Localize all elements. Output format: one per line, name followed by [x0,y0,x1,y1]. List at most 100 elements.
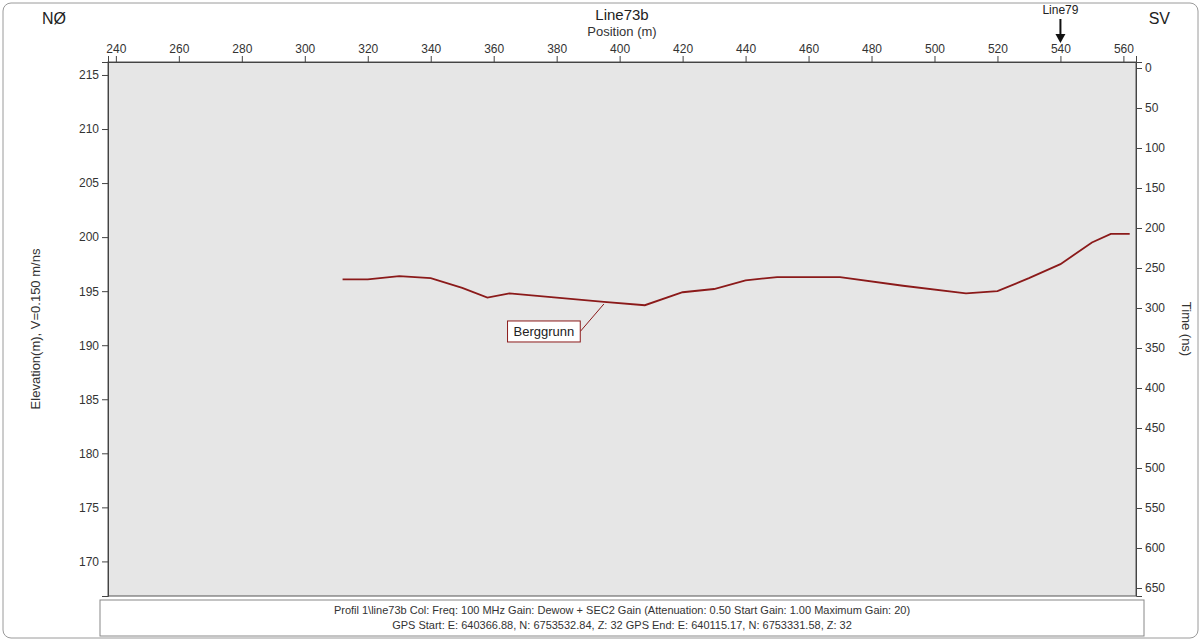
tick: 195 [79,285,108,299]
tick-mark [179,56,180,62]
tick-label: 500 [1145,461,1165,475]
tick-label: 520 [988,42,1008,56]
tick: 340 [421,42,441,62]
tick-mark [102,291,108,292]
annotation-arrowhead [1055,34,1065,43]
tick-mark [1136,468,1142,469]
tick-label: 600 [1145,541,1165,555]
tick: 540 [1051,42,1071,62]
tick: 650 [1136,581,1165,595]
y-axis: 170 175 180 185 190 195 200 205 210 215 [79,63,109,597]
tick-label: 240 [106,42,126,56]
tick: 200 [79,230,108,244]
tick-label: 0 [1145,61,1152,75]
tick-mark [1136,388,1142,389]
tick: 460 [799,42,819,62]
right-direction: SV [1149,10,1171,27]
outer-frame [3,3,1198,638]
tick-label: 215 [79,68,99,82]
tick-mark [368,56,369,62]
tick-mark [102,507,108,508]
x-axis-title: Position (m) [587,24,656,39]
tick-mark [557,56,558,62]
tick: 550 [1136,501,1165,515]
tick-mark [102,399,108,400]
tick-label: 480 [862,42,882,56]
tick: 240 [106,42,126,62]
tick-label: 200 [1145,221,1165,235]
tick: 190 [79,339,108,353]
tick-label: 205 [79,176,99,190]
tick-mark [1136,508,1142,509]
tick-label: 170 [79,555,99,569]
tick: 500 [925,42,945,62]
tick-label: 500 [925,42,945,56]
tick-label: 150 [1145,181,1165,195]
tick-mark [102,75,108,76]
tick: 500 [1136,461,1165,475]
annotation-arrow [1059,19,1061,36]
plot-frame [108,62,1136,596]
tick-mark [102,183,108,184]
tick-label: 400 [1145,381,1165,395]
tick-label: 200 [79,230,99,244]
tick-mark [494,56,495,62]
x-axis: 2402602803003203403603804004204404604805… [106,42,1136,63]
tick-label: 550 [1145,501,1165,515]
tick-mark [1136,268,1142,269]
tick-mark [1136,308,1142,309]
tick-mark [102,453,108,454]
tick-label: 320 [358,42,378,56]
tick-mark [746,56,747,62]
tick-label: 185 [79,393,99,407]
series-label-text: Berggrunn [514,324,575,339]
footer-text: GPS Start: E: 640366.88, N: 6753532.84, … [392,619,852,631]
tick-mark [1136,548,1142,549]
tick: 205 [79,176,108,190]
tick: 100 [1136,141,1165,155]
tick: 175 [79,501,108,515]
tick-mark [1060,56,1061,62]
tick: 300 [295,42,315,62]
tick-label: 360 [484,42,504,56]
y2-axis: 050100150200250300350400450500550600650 [1136,61,1165,596]
tick-mark [683,56,684,62]
tick-mark [431,56,432,62]
bedrock-line [343,234,1130,305]
y2-axis-title: Time (ns) [1179,302,1194,356]
series-label: Berggrunn [508,304,604,342]
tick: 200 [1136,221,1165,235]
tick-mark [102,237,108,238]
tick: 450 [1136,421,1165,435]
tick-label: 450 [1145,421,1165,435]
tick-label: 460 [799,42,819,56]
plot-background [108,62,1136,596]
tick: 400 [1136,381,1165,395]
footer-text: Profil 1\line73b Col: Freq: 100 MHz Gain… [334,604,910,616]
tick-mark [997,56,998,62]
tick: 215 [79,68,108,82]
tick: 600 [1136,541,1165,555]
tick-mark [1136,148,1142,149]
tick: 280 [232,42,252,62]
tick-mark [242,56,243,62]
tick-label: 100 [1145,141,1165,155]
tick-label: 180 [79,447,99,461]
tick-label: 400 [610,42,630,56]
tick: 400 [610,42,630,62]
tick-label: 195 [79,285,99,299]
tick: 320 [358,42,378,62]
tick-mark [1123,56,1124,62]
tick-label: 350 [1145,341,1165,355]
tick-label: 340 [421,42,441,56]
tick: 560 [1114,42,1134,62]
tick: 170 [79,555,108,569]
title: Line73b [595,6,648,23]
tick: 210 [79,122,108,136]
tick: 260 [169,42,189,62]
tick: 300 [1136,301,1165,315]
left-direction: NØ [42,10,66,27]
tick-mark [102,129,108,130]
tick: 50 [1136,101,1159,115]
tick-mark [1136,588,1142,589]
